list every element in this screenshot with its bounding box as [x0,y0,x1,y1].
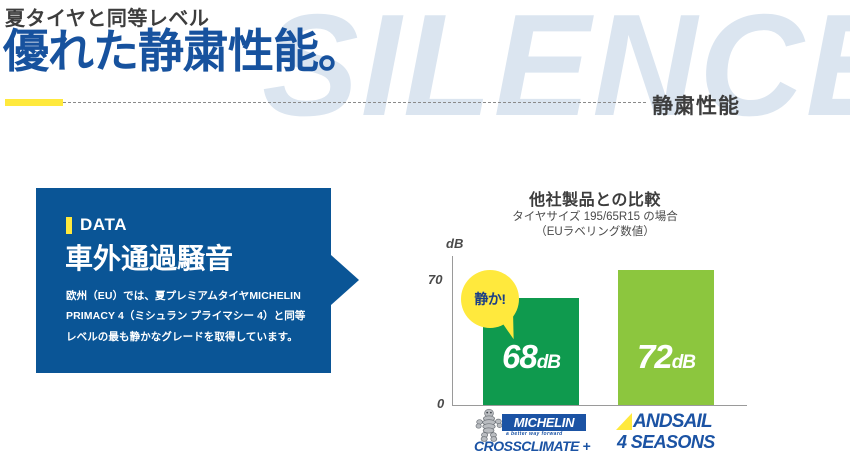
y-tick-0: 0 [437,396,445,411]
data-panel-arrow-icon [331,255,359,305]
bar-value-number: 68 [501,338,538,375]
data-label: DATA [80,215,128,234]
bar-value-number: 72 [636,338,673,375]
header-kicker: 夏タイヤと同等レベル [5,8,210,30]
landsail-wedge-icon [616,413,632,430]
chart-subtitle-2: （EUラベリング数値） [535,226,655,238]
y-axis-label: dB [446,236,464,251]
michelin-product: CROSSCLIMATE + [474,438,591,454]
michelin-man-icon [475,408,503,442]
y-axis-line [452,256,453,406]
callout-text: 静か! [474,291,506,307]
data-panel-body: 欧州（EU）では、夏プレミアムタイヤMICHELIN PRIMACY 4（ミシュ… [66,290,306,343]
landsail-product: 4 SEASONS [617,432,715,452]
data-panel-title: 車外通過騒音 [65,243,234,274]
data-label-row: DATA [66,215,127,235]
bar-value-unit: dB [536,352,561,373]
page-title: 優れた静粛性能。 [3,25,364,77]
chart-subtitle-1: タイヤサイズ 195/65R15 の場合 [512,211,678,223]
michelin-brand: MICHELIN [513,415,575,430]
divider-dashed [63,102,646,103]
bar-landsail: 72dB [618,270,714,405]
michelin-wordmark-bar: MICHELIN [502,414,586,431]
tick-mark-icon [66,216,72,234]
y-tick-70: 70 [428,272,443,287]
silence-watermark: SILENCE [262,0,850,146]
section-tag: 静粛性能 [652,95,740,118]
logo-landsail: ANDSAIL 4 SEASONS [616,412,736,454]
bar-value-landsail: 72dB [618,338,714,376]
chart-title: 他社製品との比較 [529,192,661,209]
callout-bubble: 静か! [461,270,519,328]
landsail-brand: ANDSAIL [633,411,713,432]
logo-michelin: MICHELIN a better way forward CROSSCLIMA… [472,408,592,458]
bar-value-unit: dB [671,352,696,373]
michelin-tagline: a better way forward [506,431,563,437]
bar-value-michelin: 68dB [483,338,579,376]
data-panel: DATA 車外通過騒音 欧州（EU）では、夏プレミアムタイヤMICHELIN P… [36,188,331,373]
x-axis-line [452,405,747,406]
landsail-brand-row: ANDSAIL [616,411,713,432]
accent-rule [5,99,63,106]
